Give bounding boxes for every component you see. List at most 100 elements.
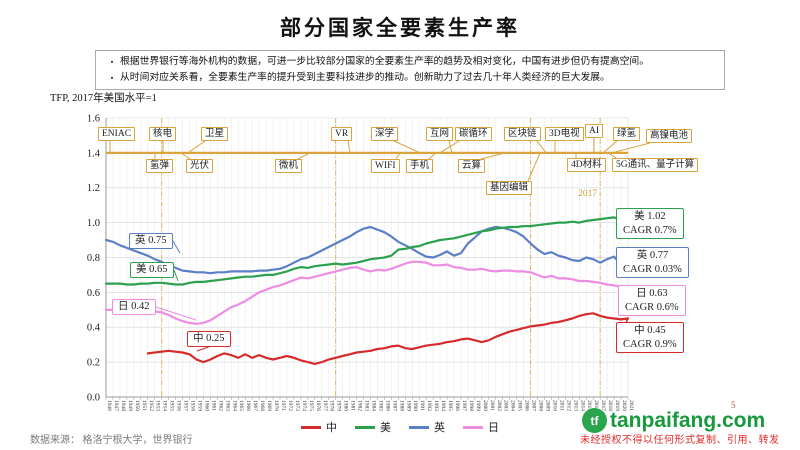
svg-text:2000: 2000 (482, 400, 488, 411)
svg-text:1996: 1996 (454, 400, 460, 411)
chart-legend: 中美英日 (0, 419, 800, 435)
svg-text:1952: 1952 (148, 400, 154, 411)
svg-text:2016: 2016 (593, 400, 599, 411)
svg-text:2018: 2018 (607, 400, 613, 411)
svg-text:1972: 1972 (287, 400, 293, 411)
tech-callout-4D材料: 4D材料 (567, 158, 606, 172)
tech-callout-微机: 微机 (275, 159, 303, 173)
svg-text:1960: 1960 (203, 400, 209, 411)
legend-label: 美 (380, 422, 391, 434)
svg-text:1948: 1948 (120, 400, 126, 411)
tech-callout-WIFI: WIFI (371, 159, 400, 173)
legend-item-日: 日 (463, 419, 499, 435)
svg-text:1969: 1969 (266, 400, 272, 411)
tech-callout-ENIAC: ENIAC (98, 127, 136, 141)
legend-swatch (355, 425, 375, 429)
data-source-line: 数据来源： 格洛宁根大学，世界银行 (30, 431, 193, 446)
tech-callout-核电: 核电 (149, 127, 177, 141)
x-axis-labels: 1946 1947 1948 1949 1950 1951 1952 1953 1954 1955… (106, 400, 634, 411)
legend-item-英: 英 (409, 419, 445, 435)
tech-callout-卫星: 卫星 (201, 127, 229, 141)
series-line-中 (146, 312, 630, 365)
watermark-site-text: tanpaifang.com (610, 408, 766, 432)
source-label: 数据来源： (30, 435, 80, 446)
svg-text:2001: 2001 (489, 400, 495, 411)
svg-text:1958: 1958 (190, 400, 196, 411)
legend-swatch (463, 425, 483, 429)
svg-text:1998: 1998 (468, 400, 474, 411)
svg-text:1970: 1970 (273, 400, 279, 411)
tech-callout-基因编辑: 基因编辑 (486, 181, 533, 195)
svg-text:0.2: 0.2 (87, 358, 100, 369)
svg-text:2021: 2021 (628, 400, 634, 411)
svg-text:1956: 1956 (176, 400, 182, 411)
svg-text:2004: 2004 (510, 400, 516, 411)
svg-text:1954: 1954 (162, 400, 168, 411)
svg-text:2008: 2008 (538, 400, 544, 411)
end-label-日: 日 0.63 CAGR 0.6% (618, 285, 686, 316)
svg-text:1955: 1955 (169, 400, 175, 411)
svg-text:2015: 2015 (586, 400, 592, 411)
svg-text:2009: 2009 (544, 400, 550, 411)
svg-text:1947: 1947 (113, 400, 119, 411)
svg-text:1959: 1959 (196, 400, 202, 411)
svg-text:1986: 1986 (384, 400, 390, 411)
page-title: 部分国家全要素生产率 (280, 16, 520, 40)
legend-label: 中 (326, 422, 337, 434)
svg-text:2006: 2006 (524, 400, 530, 411)
summary-box: ▪ 根据世界银行等海外机构的数据，可进一步比较部分国家的全要素生产率的趋势及相对… (95, 50, 725, 90)
axis-unit-note: TFP, 2017年美国水平=1 (50, 93, 157, 104)
tech-callout-碳循环: 碳循环 (455, 127, 492, 141)
legend-item-中: 中 (301, 419, 337, 435)
legend-label: 英 (434, 422, 445, 434)
end-label-英: 英 0.77 CAGR 0.03% (616, 247, 689, 278)
svg-text:1985: 1985 (377, 400, 383, 411)
legend-label: 日 (488, 422, 499, 434)
svg-text:1982: 1982 (357, 400, 363, 411)
tech-callout-VR: VR (331, 127, 353, 141)
svg-text:1961: 1961 (210, 400, 216, 411)
svg-text:1951: 1951 (141, 400, 147, 411)
tech-callout-3D电视: 3D电视 (545, 127, 584, 141)
svg-text:1981: 1981 (350, 400, 356, 411)
bullet-marker-icon: ▪ (110, 58, 114, 66)
svg-text:1964: 1964 (231, 400, 237, 411)
legend-item-美: 美 (355, 419, 391, 435)
svg-text:2011: 2011 (558, 400, 564, 411)
tech-callout-光伏: 光伏 (186, 159, 214, 173)
tanpaifang-logo-icon: tf (582, 408, 607, 433)
watermark: tf tanpaifang.com (582, 408, 765, 433)
svg-text:1999: 1999 (475, 400, 481, 411)
svg-text:2010: 2010 (551, 400, 557, 411)
svg-text:2002: 2002 (496, 400, 502, 411)
svg-text:1.0: 1.0 (87, 218, 100, 229)
tech-callout-互网: 互网 (426, 127, 454, 141)
svg-text:2017: 2017 (600, 400, 606, 411)
start-label-日: 日 0.42 (112, 299, 156, 315)
svg-text:0.0: 0.0 (87, 393, 100, 404)
svg-text:2019: 2019 (614, 400, 620, 411)
tech-callout-AI: AI (585, 124, 604, 138)
svg-text:2014: 2014 (579, 400, 585, 411)
y-axis-labels: 0.0 0.2 0.4 0.6 0.8 1.0 1.2 1.4 1.6 (87, 113, 101, 403)
svg-text:1.2: 1.2 (87, 183, 100, 194)
copyright-disclaimer: 未经授权不得以任何形式复制、引用、转发 (580, 435, 780, 446)
legend-swatch (301, 425, 321, 429)
source-text: 格洛宁根大学，世界银行 (82, 435, 193, 446)
end-label-中: 中 0.45 CAGR 0.9% (616, 322, 684, 353)
bullet-text: 从时间对应关系看，全要素生产率的提升受到主要科技进步的推动。创新助力了过去几十年… (120, 72, 610, 83)
svg-text:2007: 2007 (531, 400, 537, 411)
end-label-美: 美 1.02 CAGR 0.7% (616, 208, 684, 239)
svg-text:0.6: 0.6 (87, 288, 100, 299)
svg-text:1966: 1966 (245, 400, 251, 411)
svg-text:1950: 1950 (134, 400, 140, 411)
page-number: 5 (731, 400, 736, 410)
svg-text:1980: 1980 (343, 400, 349, 411)
svg-text:1989: 1989 (405, 400, 411, 411)
svg-text:1976: 1976 (315, 400, 321, 411)
gridlines (105, 117, 629, 400)
svg-text:1968: 1968 (259, 400, 265, 411)
svg-text:1971: 1971 (280, 400, 286, 411)
svg-text:1967: 1967 (252, 400, 258, 411)
